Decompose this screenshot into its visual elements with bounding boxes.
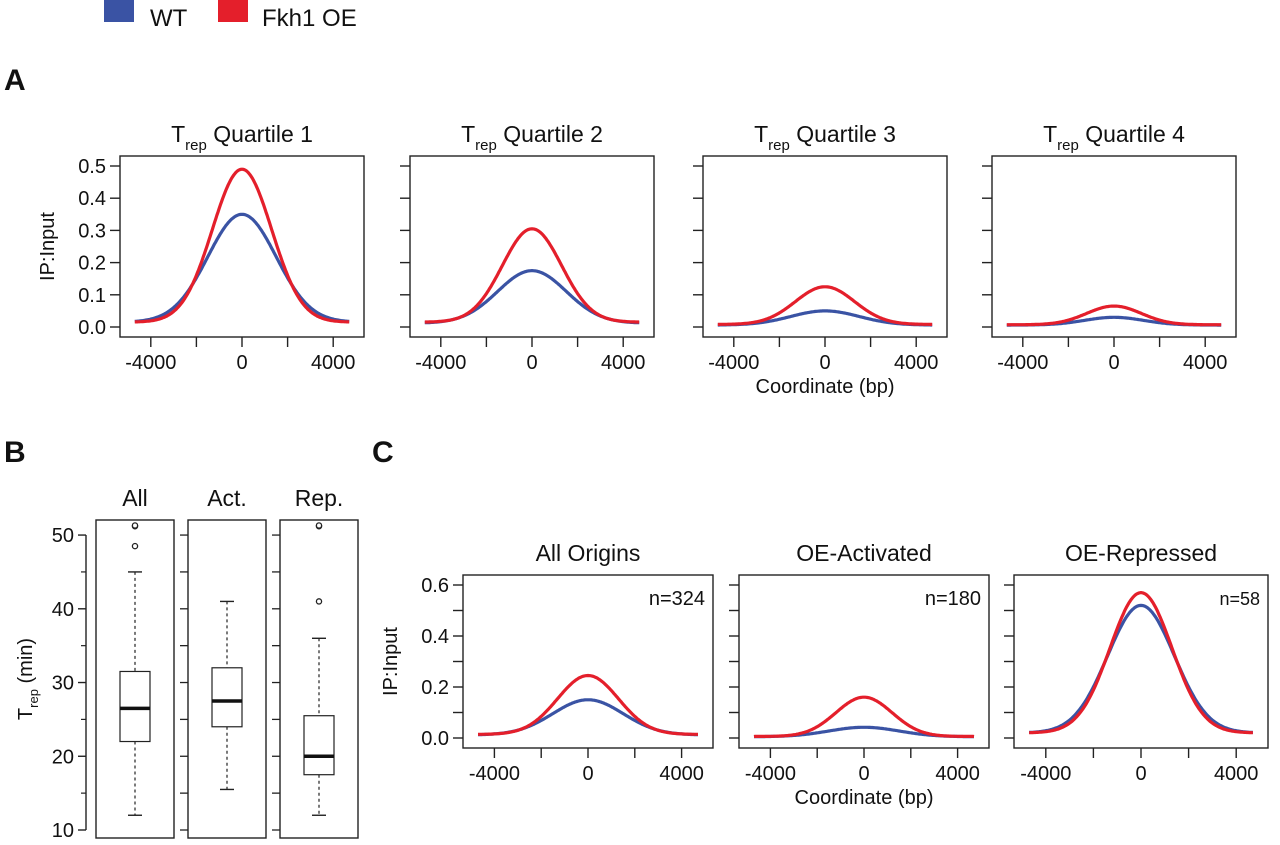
panel-a-x-tick-label: 4000 xyxy=(311,352,356,374)
panel-a-x-tick-label: -4000 xyxy=(997,352,1048,374)
panel-c-x-tick-label: -4000 xyxy=(745,763,796,785)
panel-a-title: Trep Quartile 3 xyxy=(754,121,896,154)
panel-c-y-axis-label: IP:Input xyxy=(380,627,402,696)
panel-b-y-axis-label: Trep (min) xyxy=(15,638,41,720)
panel-c-series-wt-line xyxy=(1028,603,1254,734)
panel-a-x-tick-label: 0 xyxy=(819,352,830,374)
legend-swatch-wt xyxy=(104,0,134,22)
panel-b-plot-frame xyxy=(95,519,175,839)
panel-c-x-tick-label: 0 xyxy=(582,763,593,785)
panel-a-x-tick-label: 0 xyxy=(1108,352,1119,374)
panel-a-series-fkh1-oe-line xyxy=(1006,304,1222,327)
panel-a-x-tick-label: 0 xyxy=(236,352,247,374)
panel-a-chart-1: -4000 0 4000 0.0 0.1 0.2 0.3 0.4 0.5 Trep Quartil… xyxy=(37,121,365,374)
panel-c-y-tick-label: 0.0 xyxy=(421,728,449,750)
panel-c-title: OE-Activated xyxy=(796,540,932,566)
panel-letter-c: C xyxy=(372,436,394,469)
legend: WT Fkh1 OE xyxy=(104,0,357,32)
panel-c-title: All Origins xyxy=(536,540,641,566)
panel-a-y-tick-label: 0.1 xyxy=(78,285,106,307)
panel-a-y-axis-label: IP:Input xyxy=(37,212,59,281)
panel-a-x-tick-label: 4000 xyxy=(601,352,646,374)
panel-b-iqr-box xyxy=(119,670,151,743)
legend-label-fkh1: Fkh1 OE xyxy=(262,5,357,32)
panel-a-x-tick-label: -4000 xyxy=(708,352,759,374)
panel-a-series-wt-line xyxy=(424,269,640,325)
panel-c-x-tick-label: 0 xyxy=(1135,763,1146,785)
panel-c-n-annotation: n=180 xyxy=(925,588,981,610)
panel-a-plot-frame xyxy=(991,155,1237,338)
panel-c-series-fkh1-oe-line xyxy=(753,695,975,739)
panel-c-x-axis-label: Coordinate (bp) xyxy=(795,787,934,809)
panel-c-series-wt-line xyxy=(477,698,699,737)
panel-b-plot-frame xyxy=(187,519,267,839)
panel-a-plot-frame xyxy=(409,155,655,338)
panel-a-y-tick-label: 0.3 xyxy=(78,220,106,242)
panel-c-x-tick-label: -4000 xyxy=(469,763,520,785)
panel-a-x-axis-label: Coordinate (bp) xyxy=(756,376,895,398)
panel-a-y-tick-label: 0.0 xyxy=(78,317,106,339)
panel-a-title: Trep Quartile 4 xyxy=(1043,121,1185,154)
panel-b-boxplot-1: All 10 20 30 40 50 Trep (min) xyxy=(15,485,175,842)
panel-c-n-annotation: n=324 xyxy=(649,588,705,610)
panel-a-x-tick-label: 0 xyxy=(526,352,537,374)
panel-b-title: Act. xyxy=(207,485,247,511)
panel-a-series-fkh1-oe-line xyxy=(134,167,350,324)
legend-swatch-fkh1 xyxy=(218,0,248,22)
panel-b-outlier-point xyxy=(315,522,323,529)
panel-c-x-tick-label: 4000 xyxy=(659,763,704,785)
panel-a-x-tick-label: 4000 xyxy=(894,352,939,374)
panel-c-n-annotation: n=58 xyxy=(1219,589,1260,609)
panel-a-y-tick-label: 0.2 xyxy=(78,253,106,275)
panel-b-boxplot-3: Rep. xyxy=(272,485,359,839)
panel-letter-a: A xyxy=(4,64,26,97)
panel-a-y-tick-label: 0.4 xyxy=(78,188,106,210)
panel-b-title: Rep. xyxy=(295,485,344,511)
panel-a-series-fkh1-oe-line xyxy=(424,227,640,324)
panel-b-iqr-box xyxy=(211,667,243,728)
panel-b-outlier-point xyxy=(315,598,323,605)
panel-a-title: Trep Quartile 2 xyxy=(461,121,603,154)
panel-letter-b: B xyxy=(4,436,26,469)
panel-c-y-tick-label: 0.2 xyxy=(421,677,449,699)
panel-a-x-tick-label: 4000 xyxy=(1183,352,1228,374)
panel-b-y-tick-label: 20 xyxy=(52,746,74,768)
legend-label-wt: WT xyxy=(150,5,188,32)
panel-a-chart-4: -4000 0 4000 Trep Quartile 4 xyxy=(982,121,1237,374)
panel-b-y-tick-label: 30 xyxy=(52,673,74,695)
panel-a-x-tick-label: -4000 xyxy=(125,352,176,374)
panel-a-chart-3: -4000 0 4000 Trep Quartile 3 Coordinate (bp) xyxy=(693,121,948,398)
panel-c-chart-3: -4000 0 4000 OE-Repressed n=58 xyxy=(1004,540,1269,785)
panel-a-series-wt-line xyxy=(134,212,350,323)
panel-b-plot-frame xyxy=(279,519,359,839)
panel-b-title: All xyxy=(122,485,148,511)
panel-a-plot-frame xyxy=(119,155,365,338)
panel-c-y-tick-label: 0.4 xyxy=(421,626,449,648)
panel-b-outlier-point xyxy=(131,542,139,550)
panel-c-x-tick-label: 4000 xyxy=(1214,763,1259,785)
panel-b-y-tick-label: 50 xyxy=(52,525,74,547)
panel-a-series-fkh1-oe-line xyxy=(717,285,933,326)
panel-a-x-tick-label: -4000 xyxy=(415,352,466,374)
panel-a-y-tick-label: 0.5 xyxy=(78,156,106,178)
panel-b-outlier-point xyxy=(131,522,139,529)
panel-a-chart-2: -4000 0 4000 Trep Quartile 2 xyxy=(400,121,655,374)
panel-c-x-tick-label: -4000 xyxy=(1020,763,1071,785)
panel-b-boxplot-2: Act. xyxy=(180,485,267,839)
panel-c-series-fkh1-oe-line xyxy=(477,673,699,736)
panel-b-iqr-box xyxy=(303,715,335,776)
panel-b-y-tick-label: 40 xyxy=(52,599,74,621)
panel-a-title: Trep Quartile 1 xyxy=(171,121,313,154)
panel-c-chart-2: -4000 0 4000 OE-Activated n=180 Coordinate (b… xyxy=(729,540,990,809)
panel-c-title: OE-Repressed xyxy=(1065,540,1217,566)
panel-c-x-tick-label: 0 xyxy=(858,763,869,785)
panel-c-series-fkh1-oe-line xyxy=(1028,591,1254,735)
panel-c-chart-1: -4000 0 4000 0.0 0.2 0.4 0.6 All Origins n=324 IP… xyxy=(380,540,714,785)
panel-b-y-tick-label: 10 xyxy=(52,820,74,842)
panel-c-y-tick-label: 0.6 xyxy=(421,575,449,597)
panel-c-x-tick-label: 4000 xyxy=(935,763,980,785)
